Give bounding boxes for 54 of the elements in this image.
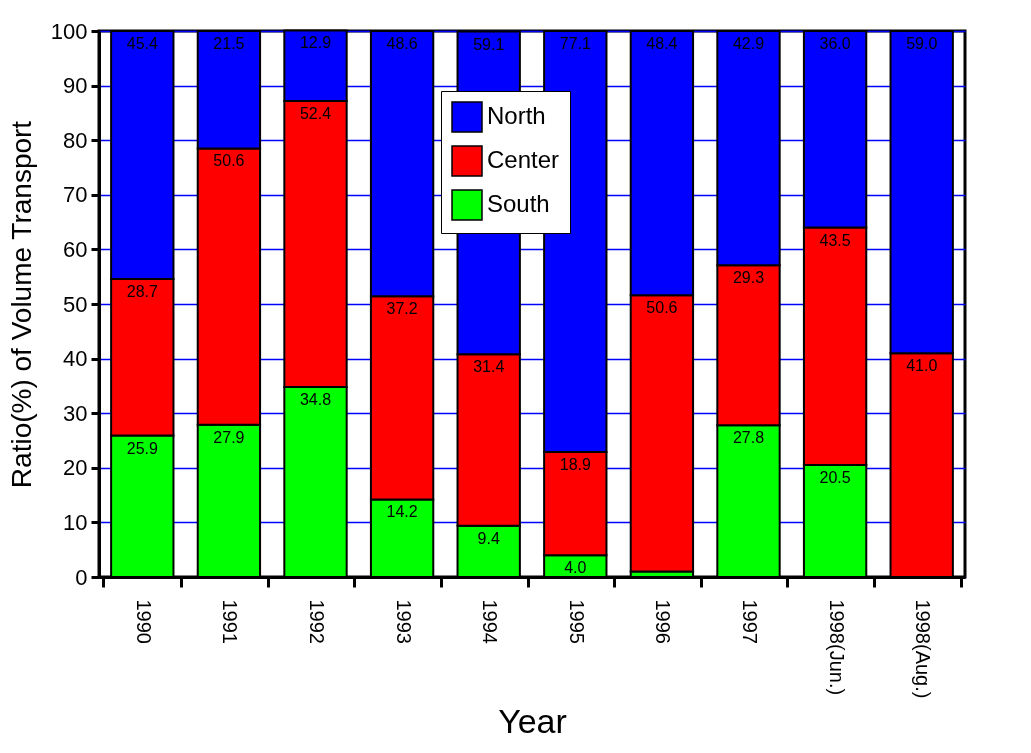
y-tick-label: 50 <box>63 291 88 317</box>
data-label: 25.9 <box>126 439 158 457</box>
y-tick-label: 80 <box>63 127 88 153</box>
y-tick-label: 70 <box>63 182 88 208</box>
data-label: 20.5 <box>819 469 851 487</box>
y-tick-label: 20 <box>63 455 88 481</box>
data-label: 4.0 <box>564 559 587 577</box>
x-tick-label: 1995 <box>565 599 588 644</box>
data-label: 29.3 <box>732 269 765 287</box>
data-label: 14.2 <box>386 503 418 521</box>
data-label: 37.2 <box>386 300 418 318</box>
data-label: 28.7 <box>126 282 158 300</box>
x-tick-label: 1992 <box>306 599 328 644</box>
data-label: 45.4 <box>126 35 158 52</box>
y-tick-label: 0 <box>75 564 88 590</box>
x-tick-label: 1996 <box>652 599 675 644</box>
data-label: 12.9 <box>299 34 332 52</box>
legend-label: South <box>487 190 550 217</box>
y-tick-label: 60 <box>63 236 88 262</box>
x-tick-label: 1998(Aug.) <box>912 599 935 699</box>
data-label: 50.6 <box>646 299 678 317</box>
data-label: 36.0 <box>819 35 851 52</box>
data-label: 21.5 <box>213 35 245 52</box>
data-label: 42.9 <box>732 35 765 52</box>
data-label: 27.9 <box>213 428 245 446</box>
x-tick-label: 1991 <box>219 599 242 644</box>
data-label: 50.6 <box>213 152 245 170</box>
legend-label: Center <box>487 146 560 173</box>
data-label: 59.0 <box>906 35 938 52</box>
data-label: 43.5 <box>819 231 851 249</box>
data-label: 41.0 <box>906 357 938 375</box>
y-tick-label: 40 <box>63 346 88 372</box>
y-tick-label: 30 <box>63 400 88 426</box>
data-label: 34.8 <box>299 390 332 408</box>
y-tick-label: 90 <box>63 73 88 99</box>
data-label: 59.1 <box>473 35 505 53</box>
x-tick-label: 1993 <box>392 599 415 644</box>
data-label: 48.6 <box>386 35 418 52</box>
data-label: 18.9 <box>559 455 591 473</box>
y-tick-label: 10 <box>63 509 88 535</box>
x-tick-label: 1990 <box>132 599 155 644</box>
x-tick-label: 1994 <box>479 599 502 644</box>
data-label: 9.4 <box>477 529 500 547</box>
data-label: 52.4 <box>299 104 332 122</box>
x-tick-label: 1997 <box>739 599 761 644</box>
x-tick-label: 1998(Jun.) <box>825 599 848 696</box>
legend-label: North <box>487 102 546 129</box>
data-label: 31.4 <box>473 358 505 376</box>
y-axis-title: Ratio(%) of Volume Transport <box>5 120 37 489</box>
y-tick-label: 100 <box>50 18 88 44</box>
data-label: 77.1 <box>559 35 591 52</box>
data-label: 27.8 <box>732 429 765 447</box>
x-axis-title: Year <box>498 702 567 741</box>
data-label: 48.4 <box>646 35 678 52</box>
